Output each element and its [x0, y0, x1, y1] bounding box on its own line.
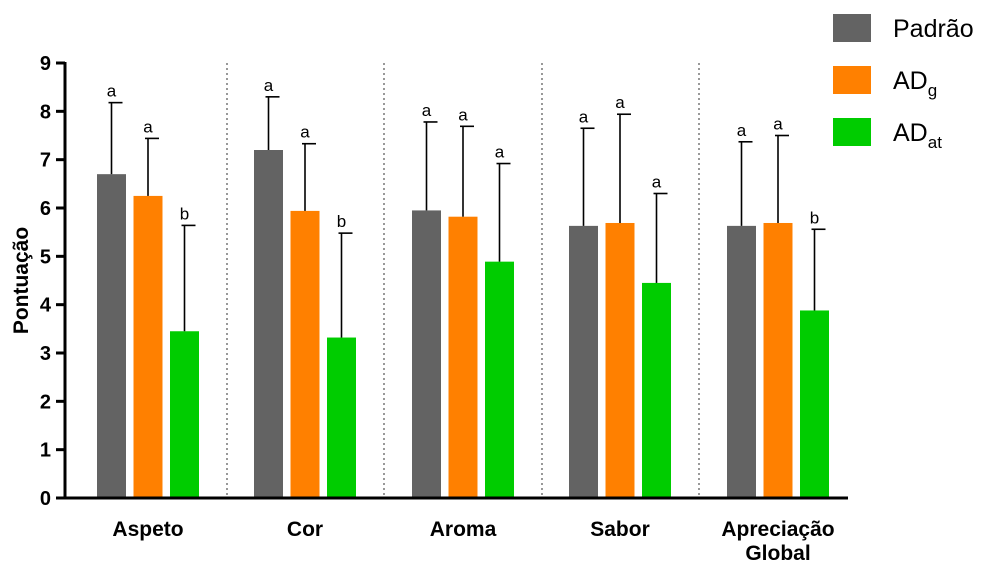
- y-axis: 0 1 2 3 4 5 6 7 8 9 Pontuação: [10, 53, 67, 510]
- legend-swatch: [833, 14, 871, 42]
- bar: [800, 310, 829, 498]
- significance-label: a: [615, 93, 625, 112]
- bar: [727, 225, 756, 498]
- y-tick-label: 0: [40, 488, 51, 510]
- x-tick-label: Cor: [287, 518, 323, 541]
- legend-swatch: [833, 118, 871, 146]
- y-tick-label: 3: [40, 343, 51, 365]
- significance-label: b: [180, 204, 189, 223]
- y-tick-label: 2: [40, 391, 51, 413]
- significance-label: a: [458, 105, 468, 124]
- bar: [642, 282, 671, 498]
- bar: [569, 225, 598, 498]
- bar: [485, 261, 514, 498]
- bar: [290, 210, 320, 498]
- significance-label: a: [652, 173, 662, 192]
- significance-label: a: [143, 117, 153, 136]
- y-tick-label: 5: [40, 246, 51, 268]
- significance-labels: a a b a a b a a a a a a a a b: [107, 76, 819, 231]
- y-tick-label: 6: [40, 198, 51, 220]
- y-axis-label: Pontuação: [10, 227, 33, 334]
- bars: [97, 150, 829, 498]
- legend-label: ADg: [893, 67, 937, 100]
- x-tick-label: Apreciação: [721, 518, 834, 541]
- bar: [97, 174, 126, 498]
- bar: [133, 195, 163, 498]
- legend-label: ADat: [893, 119, 942, 152]
- legend-swatch: [833, 66, 871, 94]
- bar: [448, 216, 478, 498]
- x-tick-label: Aspeto: [112, 518, 183, 541]
- y-tick-label: 8: [40, 101, 51, 123]
- bar: [605, 222, 635, 498]
- legend: Padrão ADg ADat: [833, 14, 974, 152]
- significance-label: a: [107, 82, 117, 101]
- significance-label: b: [810, 208, 819, 227]
- y-tick-label: 4: [40, 295, 52, 317]
- x-tick-label: Global: [745, 542, 810, 565]
- bar: [327, 337, 356, 498]
- significance-label: a: [737, 121, 747, 140]
- significance-label: a: [579, 107, 589, 126]
- bar: [763, 222, 793, 498]
- significance-label: b: [337, 212, 346, 231]
- significance-label: a: [773, 115, 783, 134]
- significance-label: a: [422, 101, 432, 120]
- significance-label: a: [264, 76, 274, 95]
- legend-label: Padrão: [893, 15, 974, 43]
- y-tick-label: 7: [40, 150, 51, 172]
- bar: [254, 150, 283, 498]
- significance-label: a: [495, 143, 505, 162]
- y-tick-label: 9: [40, 53, 51, 75]
- significance-label: a: [300, 123, 310, 142]
- y-tick-label: 1: [40, 440, 51, 462]
- error-bars: [108, 96, 826, 338]
- bar: [412, 210, 441, 498]
- x-tick-label: Sabor: [590, 518, 650, 541]
- bar: [170, 331, 199, 498]
- x-tick-label: Aroma: [430, 518, 497, 541]
